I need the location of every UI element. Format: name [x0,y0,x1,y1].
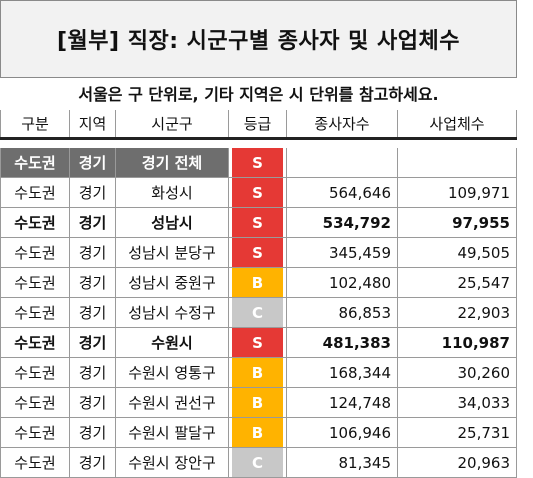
cell-grade[interactable]: S [229,208,287,238]
header-region[interactable]: 지역 [70,110,116,137]
cell-workers[interactable]: 481,383 [287,328,398,358]
cell-workers[interactable]: 345,459 [287,238,398,268]
cell-businesses[interactable]: 25,547 [398,268,517,298]
cell-workers[interactable]: 124,748 [287,388,398,418]
cell-grade[interactable]: C [229,448,287,478]
cell-grade[interactable]: B [229,388,287,418]
cell-category[interactable]: 수도권 [0,298,70,328]
cell-category[interactable]: 수도권 [0,448,70,478]
grade-badge: C [232,298,283,327]
cell-businesses[interactable]: 22,903 [398,298,517,328]
grade-badge: S [232,328,283,357]
grade-badge: B [232,418,283,447]
grade-badge: B [232,268,283,297]
cell-region[interactable]: 경기 [70,178,116,208]
grade-badge: C [232,448,283,477]
cell-grade[interactable]: S [229,178,287,208]
cell-category[interactable]: 수도권 [0,418,70,448]
cell-district[interactable]: 수원시 영통구 [116,358,229,388]
cell-grade[interactable]: B [229,268,287,298]
cell-category[interactable]: 수도권 [0,358,70,388]
sheet-title[interactable]: [월부] 직장: 시군구별 종사자 및 사업체수 [0,0,517,78]
cell-district[interactable]: 성남시 중원구 [116,268,229,298]
sheet-subtitle[interactable]: 서울은 구 단위로, 기타 지역은 시 단위를 참고하세요. [78,85,439,104]
cell-businesses[interactable]: 109,971 [398,178,517,208]
cell-workers[interactable]: 564,646 [287,178,398,208]
cell-region[interactable]: 경기 [70,358,116,388]
table-row: 수도권 경기 경기 전체 S [0,148,517,178]
grade-badge: S [232,238,283,267]
cell-category[interactable]: 수도권 [0,388,70,418]
cell-businesses[interactable]: 20,963 [398,448,517,478]
cell-district[interactable]: 화성시 [116,178,229,208]
table-row: 수도권 경기 수원시 장안구 C 81,345 20,963 [0,448,517,478]
header-district[interactable]: 시군구 [116,110,229,137]
table-row: 수도권 경기 성남시 분당구 S 345,459 49,505 [0,238,517,268]
table-row: 수도권 경기 수원시 팔달구 B 106,946 25,731 [0,418,517,448]
cell-workers[interactable]: 534,792 [287,208,398,238]
cell-district[interactable]: 수원시 권선구 [116,388,229,418]
cell-district[interactable]: 경기 전체 [116,148,229,178]
cell-businesses[interactable]: 110,987 [398,328,517,358]
cell-workers[interactable]: 81,345 [287,448,398,478]
cell-workers[interactable]: 102,480 [287,268,398,298]
grade-badge: S [232,178,283,207]
cell-region[interactable]: 경기 [70,448,116,478]
cell-category[interactable]: 수도권 [0,268,70,298]
cell-district[interactable]: 성남시 분당구 [116,238,229,268]
cell-district[interactable]: 성남시 수정구 [116,298,229,328]
cell-grade[interactable]: C [229,298,287,328]
grade-badge: S [232,148,283,177]
cell-workers[interactable]: 168,344 [287,358,398,388]
grade-badge: B [232,358,283,387]
table-row: 수도권 경기 화성시 S 564,646 109,971 [0,178,517,208]
cell-businesses[interactable]: 49,505 [398,238,517,268]
cell-district[interactable]: 수원시 [116,328,229,358]
cell-region[interactable]: 경기 [70,268,116,298]
cell-category[interactable]: 수도권 [0,178,70,208]
grade-badge: S [232,208,283,237]
table-row: 수도권 경기 수원시 권선구 B 124,748 34,033 [0,388,517,418]
cell-businesses[interactable]: 30,260 [398,358,517,388]
cell-workers[interactable]: 86,853 [287,298,398,328]
cell-businesses[interactable]: 25,731 [398,418,517,448]
cell-region[interactable]: 경기 [70,328,116,358]
cell-region[interactable]: 경기 [70,388,116,418]
table-row: 수도권 경기 성남시 S 534,792 97,955 [0,208,517,238]
cell-businesses[interactable]: 97,955 [398,208,517,238]
cell-region[interactable]: 경기 [70,418,116,448]
cell-grade[interactable]: B [229,358,287,388]
cell-businesses[interactable]: 34,033 [398,388,517,418]
header-category[interactable]: 구분 [0,110,70,137]
cell-category[interactable]: 수도권 [0,238,70,268]
cell-workers[interactable]: 106,946 [287,418,398,448]
header-row: 구분 지역 시군구 등급 종사자수 사업체수 [0,110,517,140]
cell-region[interactable]: 경기 [70,298,116,328]
header-workers[interactable]: 종사자수 [287,110,398,137]
table-row: 수도권 경기 성남시 수정구 C 86,853 22,903 [0,298,517,328]
table-row: 수도권 경기 성남시 중원구 B 102,480 25,547 [0,268,517,298]
cell-grade[interactable]: S [229,328,287,358]
header-grade[interactable]: 등급 [229,110,287,137]
cell-grade[interactable]: S [229,148,287,178]
cell-workers[interactable] [287,148,398,178]
cell-category[interactable]: 수도권 [0,208,70,238]
cell-grade[interactable]: S [229,238,287,268]
table-row: 수도권 경기 수원시 S 481,383 110,987 [0,328,517,358]
cell-businesses[interactable] [398,148,517,178]
cell-region[interactable]: 경기 [70,238,116,268]
cell-district[interactable]: 수원시 팔달구 [116,418,229,448]
table-row: 수도권 경기 수원시 영통구 B 168,344 30,260 [0,358,517,388]
grade-badge: B [232,388,283,417]
cell-category[interactable]: 수도권 [0,328,70,358]
cell-category[interactable]: 수도권 [0,148,70,178]
cell-region[interactable]: 경기 [70,208,116,238]
cell-region[interactable]: 경기 [70,148,116,178]
header-businesses[interactable]: 사업체수 [398,110,517,137]
cell-grade[interactable]: B [229,418,287,448]
cell-district[interactable]: 성남시 [116,208,229,238]
cell-district[interactable]: 수원시 장안구 [116,448,229,478]
scroll-area[interactable] [517,0,533,472]
